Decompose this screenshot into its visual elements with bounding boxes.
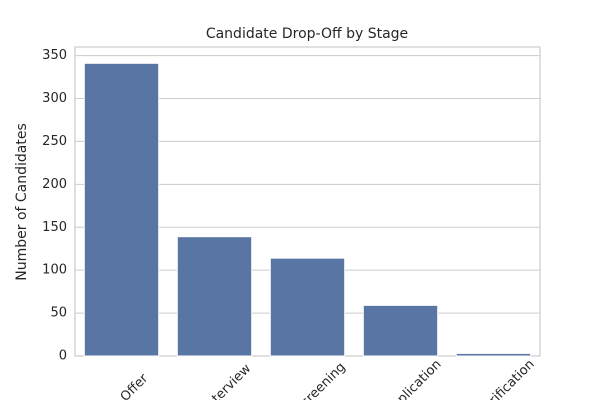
bar	[269, 257, 346, 357]
x-tick-label: Interview	[201, 361, 255, 400]
bar	[176, 236, 253, 357]
bar	[83, 62, 160, 357]
x-tick-label: Verification	[475, 357, 537, 400]
x-tick-label: Application	[383, 357, 445, 400]
y-axis-label: Number of Candidates	[14, 123, 30, 281]
x-tick-label: Screening	[292, 360, 348, 400]
y-tick-label: 100	[42, 263, 67, 278]
y-tick-label: 200	[42, 177, 67, 192]
y-tick-label: 50	[50, 306, 67, 321]
y-tick-label: 0	[59, 349, 67, 364]
y-tick-label: 300	[42, 91, 67, 106]
chart-title: Candidate Drop-Off by Stage	[206, 26, 408, 42]
bar	[455, 352, 532, 357]
bar	[362, 304, 439, 357]
y-tick-label: 250	[42, 134, 67, 149]
y-tick-label: 150	[42, 220, 67, 235]
y-tick-label: 350	[42, 48, 67, 63]
x-tick-label: Offer	[118, 371, 152, 400]
